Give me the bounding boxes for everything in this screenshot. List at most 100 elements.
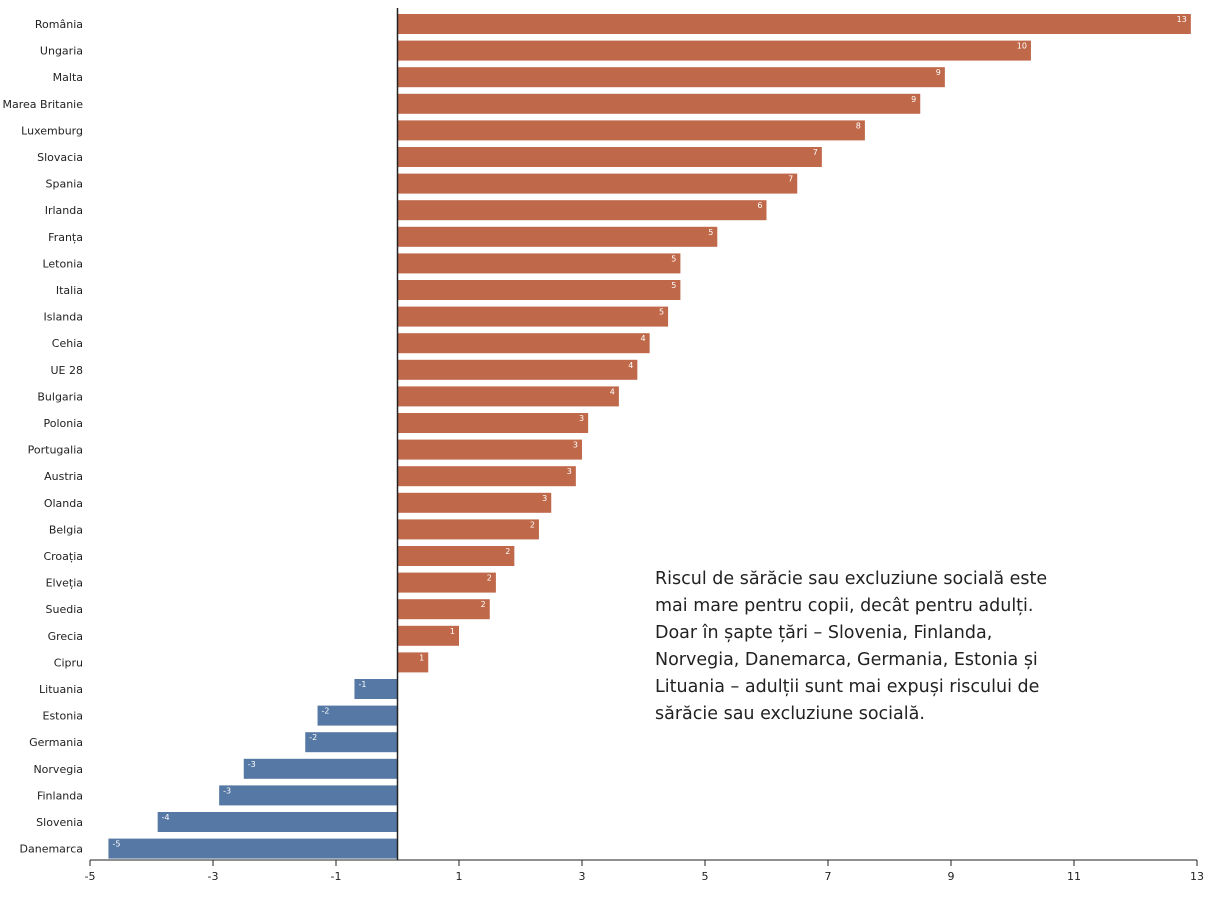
category-label-ungaria: Ungaria (40, 45, 83, 58)
category-label-romania: România (35, 18, 83, 31)
value-label-slovacia: 7 (813, 148, 818, 157)
bar-slovenia (157, 812, 398, 832)
bar-malta (397, 67, 945, 88)
category-label-cipru: Cipru (54, 656, 83, 669)
category-label-suedia: Suedia (45, 603, 83, 616)
bar-danemarca (108, 838, 398, 859)
bar-luxemburg (397, 120, 865, 141)
value-labels: 13 10 9 9 8 7 7 6 5 5 5 5 4 4 4 3 3 3 3 2 2 2 2 1 1 -1 -2 -2 -3 -3 -4 -… (112, 15, 1186, 849)
value-label-croatia: 2 (505, 547, 510, 556)
value-label-suedia: 2 (481, 600, 486, 609)
bar-italia (397, 280, 681, 300)
bar-polonia (397, 413, 589, 433)
category-label-austria: Austria (44, 470, 83, 483)
value-label-franta: 5 (708, 228, 713, 237)
x-tick-label: 3 (579, 870, 586, 883)
bar-franta (397, 226, 718, 247)
value-label-luxemburg: 8 (856, 121, 861, 130)
bar-cehia (397, 333, 650, 354)
bar-estonia (317, 705, 398, 726)
value-label-slovenia: -4 (162, 813, 170, 822)
category-label-lituania: Lituania (39, 683, 83, 696)
x-tick-label: 13 (1190, 870, 1204, 883)
category-label-estonia: Estonia (43, 710, 84, 723)
category-label-marea-britanie: Marea Britanie (3, 98, 84, 111)
value-label-bulgaria: 4 (610, 387, 615, 396)
category-label-polonia: Polonia (43, 417, 83, 430)
category-label-irlanda: Irlanda (45, 204, 83, 217)
bar-letonia (397, 253, 681, 274)
value-label-italia: 5 (671, 281, 676, 290)
value-label-letonia: 5 (671, 254, 676, 263)
category-label-germania: Germania (29, 736, 83, 749)
value-label-portugalia: 3 (573, 441, 578, 450)
bar-islanda (397, 306, 669, 327)
value-label-lituania: -1 (358, 680, 366, 689)
category-labels: România Ungaria Malta Marea Britanie Luxembu… (3, 18, 84, 856)
x-tick-label: -3 (208, 870, 219, 883)
value-label-grecia: 1 (450, 627, 455, 636)
value-label-elvetia: 2 (487, 574, 492, 583)
category-label-croatia: Croația (43, 550, 83, 563)
bar-germania (305, 732, 398, 753)
value-label-islanda: 5 (659, 308, 664, 317)
category-label-franta: Franța (48, 231, 83, 244)
bar-slovacia (397, 147, 822, 167)
category-label-luxemburg: Luxemburg (21, 124, 83, 137)
chart-annotation: Riscul de sărăcie sau excluziune socială… (655, 569, 1048, 724)
bar-portugalia (397, 439, 582, 460)
value-label-ue-28: 4 (628, 361, 633, 370)
category-label-danemarca: Danemarca (20, 843, 83, 856)
category-label-slovacia: Slovacia (37, 151, 83, 164)
bar-finlanda (219, 785, 398, 806)
bar-bulgaria (397, 386, 619, 407)
bar-romania (397, 14, 1191, 34)
bar-ue-28 (397, 359, 638, 380)
x-tick-label: 9 (948, 870, 955, 883)
category-label-grecia: Grecia (48, 630, 83, 643)
bar-grecia (397, 625, 459, 646)
category-label-olanda: Olanda (44, 497, 83, 510)
bar-suedia (397, 599, 490, 620)
axes-group (89, 8, 1198, 866)
category-label-ue-28: UE 28 (51, 364, 84, 377)
bar-austria (397, 466, 576, 487)
x-tick-label: -5 (85, 870, 96, 883)
category-label-bulgaria: Bulgaria (37, 390, 83, 403)
category-label-slovenia: Slovenia (36, 816, 83, 829)
value-label-estonia: -2 (322, 707, 330, 716)
value-label-irlanda: 6 (757, 201, 762, 210)
category-label-finlanda: Finlanda (37, 789, 83, 802)
bar-spania (397, 173, 798, 194)
value-label-germania: -2 (309, 733, 317, 742)
value-label-norvegia: -3 (248, 760, 256, 769)
value-label-marea-britanie: 9 (911, 95, 916, 104)
value-label-polonia: 3 (579, 414, 584, 423)
x-tick-label: 7 (825, 870, 832, 883)
value-label-austria: 3 (567, 467, 572, 476)
value-label-cehia: 4 (641, 334, 646, 343)
x-tick-label: 1 (456, 870, 463, 883)
x-tick-label: 5 (702, 870, 709, 883)
x-tick-label: 11 (1067, 870, 1081, 883)
value-label-cipru: 1 (419, 653, 424, 662)
category-label-letonia: Letonia (42, 257, 83, 270)
bar-belgia (397, 519, 539, 540)
category-label-norvegia: Norvegia (33, 763, 83, 776)
category-label-portugalia: Portugalia (28, 444, 83, 457)
bar-norvegia (243, 758, 398, 779)
bar-marea-britanie (397, 93, 921, 114)
x-tick-label: -1 (331, 870, 342, 883)
value-label-malta: 9 (936, 68, 941, 77)
value-label-danemarca: -5 (112, 840, 120, 849)
value-label-olanda: 3 (542, 494, 547, 503)
bar-croatia (397, 546, 515, 566)
value-label-spania: 7 (788, 175, 793, 184)
category-label-malta: Malta (53, 71, 83, 84)
value-label-ungaria: 10 (1017, 42, 1027, 51)
category-label-islanda: Islanda (44, 311, 83, 324)
bar-irlanda (397, 200, 767, 221)
bar-elvetia (397, 572, 496, 593)
value-label-romania: 13 (1177, 15, 1187, 24)
